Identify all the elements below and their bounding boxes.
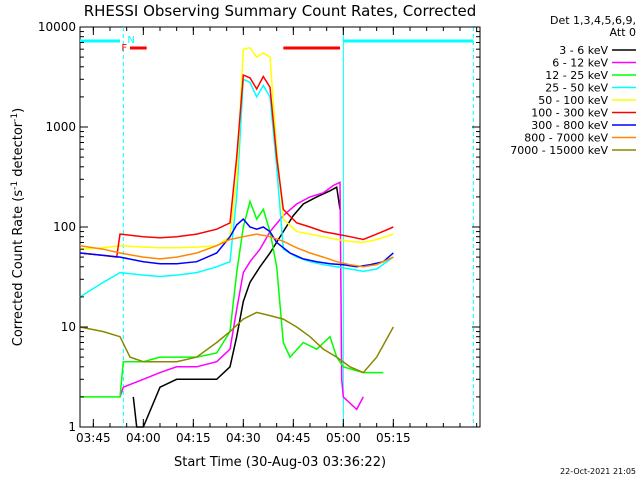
- y-axis-label-sup2: -1: [10, 113, 20, 122]
- legend-label-1: 6 - 12 keV: [552, 57, 608, 70]
- series-line-3: [79, 78, 394, 298]
- y-axis-label-main: Corrected Count Rate (s: [11, 190, 26, 347]
- legend-label-4: 50 - 100 keV: [538, 94, 608, 107]
- x-tick-label: 04:15: [176, 431, 211, 445]
- legend-label-2: 12 - 25 keV: [545, 69, 608, 82]
- y-axis-label-mid: detector: [11, 121, 26, 181]
- series-line-4: [79, 46, 394, 250]
- x-tick-label: 04:45: [276, 431, 311, 445]
- x-tick-label: 05:15: [376, 431, 411, 445]
- series-line-2: [80, 199, 384, 398]
- state-flags: NF: [80, 27, 474, 427]
- chart-title: RHESSI Observing Summary Count Rates, Co…: [84, 2, 477, 20]
- y-tick-label: 100: [53, 220, 76, 234]
- x-tick-label: 05:00: [326, 431, 361, 445]
- legend-label-7: 800 - 7000 keV: [524, 132, 608, 145]
- footer-date: 22-Oct-2021 21:05: [560, 467, 636, 476]
- legend-header-attenuator: Att 0: [610, 26, 636, 39]
- y-tick-label: 1000: [45, 120, 76, 134]
- y-tick-label: 10000: [38, 20, 76, 34]
- legend-label-0: 3 - 6 keV: [559, 44, 608, 57]
- legend-label-5: 100 - 300 keV: [531, 107, 608, 120]
- series-line-5: [79, 74, 394, 258]
- x-tick-label: 03:45: [76, 431, 111, 445]
- plot-frame: [79, 26, 481, 428]
- series-line-7: [79, 233, 394, 268]
- legend-label-6: 300 - 800 keV: [531, 119, 608, 132]
- series-line-0: [132, 186, 341, 428]
- x-tick-label: 04:00: [126, 431, 161, 445]
- y-axis-ticks: 1 10 100 1000 10000: [38, 20, 480, 434]
- y-tick-label: 1: [68, 420, 76, 434]
- y-tick-label: 10: [61, 320, 76, 334]
- x-axis-ticks: 03:45 04:00 04:15 04:30 04:45 05:00 05:15: [76, 27, 478, 445]
- series-group: [79, 46, 394, 428]
- f-flag-label: F: [121, 43, 127, 54]
- y-axis-label-end: ): [11, 108, 26, 113]
- x-tick-label: 04:30: [226, 431, 261, 445]
- legend-label-8: 7000 - 15000 keV: [510, 144, 608, 157]
- n-flag-label: N: [127, 35, 134, 46]
- series-line-6: [79, 218, 394, 268]
- legend-label-3: 25 - 50 keV: [545, 82, 608, 95]
- y-axis-label: Corrected Count Rate (s-1 detector-1): [10, 108, 26, 346]
- x-axis-label: Start Time (30-Aug-03 03:36:22): [174, 455, 386, 470]
- y-axis-label-sup1: -1: [10, 181, 20, 190]
- legend-header-detectors: Det 1,3,4,5,6,9,: [550, 14, 636, 27]
- series-line-8: [79, 311, 394, 374]
- series-line-1: [119, 181, 364, 411]
